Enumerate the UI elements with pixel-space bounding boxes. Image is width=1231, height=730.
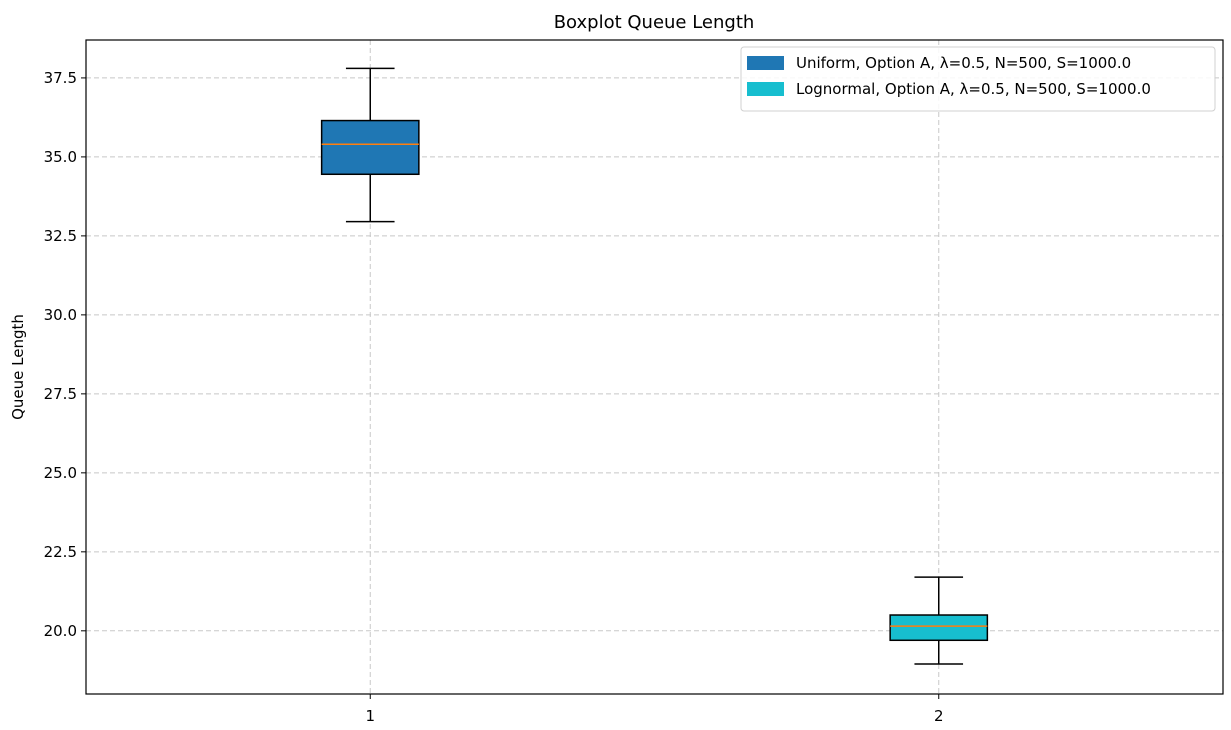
legend: Uniform, Option A, λ=0.5, N=500, S=1000.…	[740, 46, 1216, 112]
legend-swatch	[747, 82, 784, 96]
boxes-layer	[320, 67, 989, 665]
box-2	[889, 576, 989, 665]
y-tick-label: 22.5	[44, 543, 77, 561]
y-tick-label: 20.0	[44, 622, 77, 640]
legend-frame	[740, 46, 1216, 112]
y-tick-label: 35.0	[44, 148, 77, 166]
y-tick-label: 27.5	[44, 385, 77, 403]
legend-label: Lognormal, Option A, λ=0.5, N=500, S=100…	[796, 80, 1151, 98]
y-tick-label: 25.0	[44, 464, 77, 482]
x-tick-label: 1	[365, 707, 375, 725]
y-tick-label: 30.0	[44, 306, 77, 324]
y-tick-label: 37.5	[44, 69, 77, 87]
plot-area-frame	[85, 39, 1224, 695]
y-tick-label: 32.5	[44, 227, 77, 245]
legend-swatch	[747, 56, 784, 70]
y-axis-label: Queue Length	[9, 314, 27, 420]
legend-label: Uniform, Option A, λ=0.5, N=500, S=1000.…	[796, 54, 1131, 72]
box-iqr	[320, 119, 420, 176]
axis-ticks: 20.0 22.5 25.0 27.5 30.0 32.5 35.0 37.5 1 2	[44, 69, 944, 725]
chart-title: Boxplot Queue Length	[554, 12, 755, 33]
box-iqr	[889, 614, 989, 642]
grid-lines	[86, 40, 1223, 694]
x-tick-label: 2	[934, 707, 944, 725]
box-1	[320, 67, 420, 223]
